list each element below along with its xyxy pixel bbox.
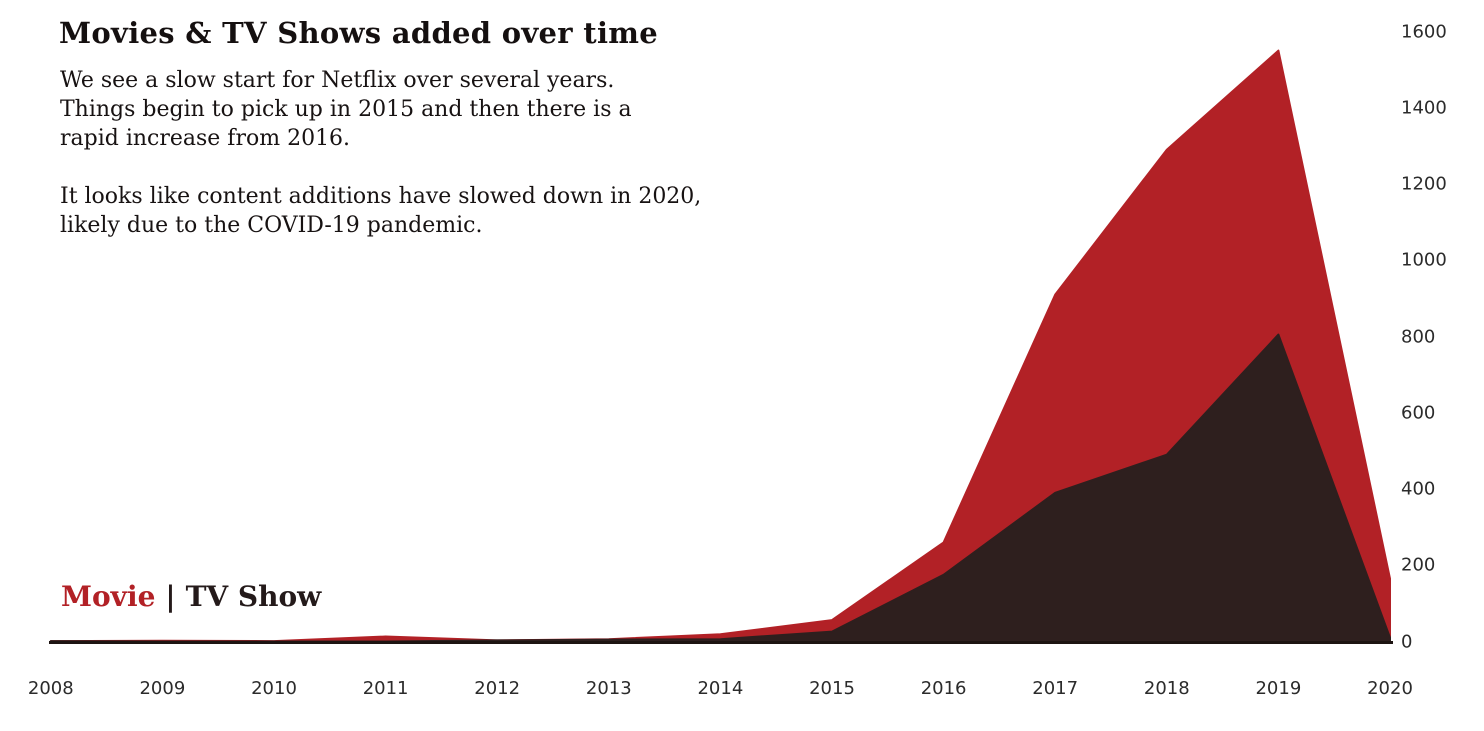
chart-title: Movies & TV Shows added over time [59, 16, 659, 50]
y-tick-label: 1600 [1401, 21, 1447, 42]
y-tick-label: 800 [1401, 326, 1436, 347]
y-tick-label: 1200 [1401, 173, 1447, 195]
x-tick-label: 2015 [809, 678, 855, 699]
commentary-line: It looks like content additions have slo… [60, 184, 702, 209]
y-tick-label: 1400 [1401, 97, 1447, 119]
x-tick-label: 2019 [1255, 678, 1302, 699]
commentary-line: We see a slow start for Netflix over sev… [60, 68, 615, 93]
commentary-paragraph-2: It looks like content additions have slo… [60, 182, 701, 240]
chart-commentary: We see a slow start for Netflix over sev… [60, 66, 701, 240]
commentary-line: Things begin to pick up in 2015 and then… [60, 97, 632, 122]
y-tick-label: 1000 [1401, 249, 1447, 271]
legend-tvshow-label: TV Show [185, 580, 322, 613]
y-tick-label: 400 [1401, 478, 1436, 500]
legend-movie-label: Movie [61, 580, 156, 613]
commentary-line: rapid increase from 2016. [60, 126, 351, 151]
commentary-paragraph-1: We see a slow start for Netflix over sev… [60, 66, 701, 153]
x-tick-label: 2008 [27, 678, 74, 699]
x-tick-label: 2009 [139, 678, 186, 699]
commentary-line: likely due to the COVID-19 pandemic. [60, 213, 483, 238]
x-axis-line [49, 641, 1393, 644]
y-tick-label: 200 [1401, 554, 1436, 576]
x-tick-label: 2014 [697, 678, 744, 699]
y-tick-label: 600 [1401, 402, 1436, 424]
chart-legend: Movie | TV Show [61, 580, 321, 613]
x-tick-label: 2017 [1032, 678, 1079, 699]
legend-separator: | [165, 580, 176, 613]
x-tick-label: 2018 [1143, 678, 1190, 699]
x-tick-label: 2012 [474, 678, 521, 699]
x-tick-label: 2010 [251, 678, 297, 699]
x-tick-label: 2016 [920, 678, 967, 699]
x-tick-label: 2020 [1367, 678, 1413, 699]
x-tick-label: 2011 [362, 678, 409, 699]
x-tick-label: 2013 [585, 678, 632, 699]
y-tick-label: 0 [1401, 631, 1413, 652]
